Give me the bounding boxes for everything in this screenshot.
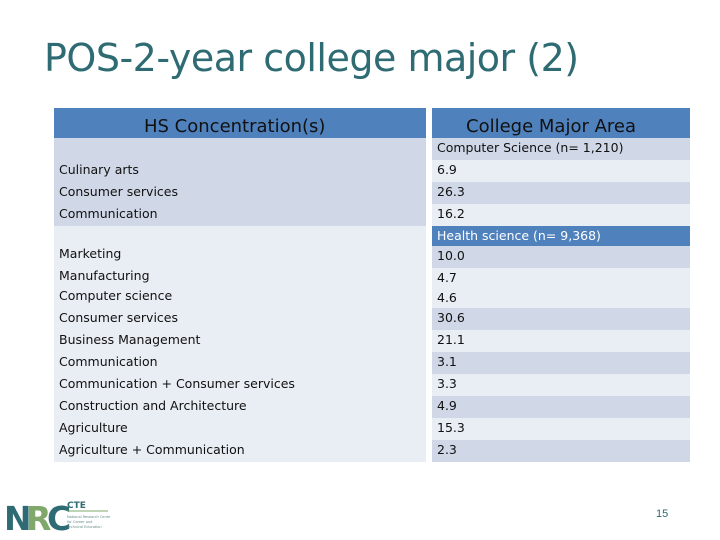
value-text: 2.3 bbox=[437, 442, 457, 457]
nrc-logo-icon: N R C CTE National Research Center for C… bbox=[4, 499, 112, 538]
table-row: Consumer services bbox=[54, 182, 426, 204]
concentration-text: Communication bbox=[59, 354, 158, 369]
table-row: Consumer services bbox=[54, 308, 426, 330]
value-text: 26.3 bbox=[437, 184, 465, 199]
concentration-text: Consumer services bbox=[59, 310, 179, 325]
svg-text:for Career and: for Career and bbox=[67, 520, 92, 524]
concentration-text: Communication + Consumer services bbox=[59, 376, 295, 391]
value-row: 4.6 bbox=[432, 288, 690, 308]
svg-text:Technical Education: Technical Education bbox=[66, 525, 102, 529]
concentration-text: Culinary arts bbox=[59, 162, 139, 177]
value-text: 3.3 bbox=[437, 376, 457, 391]
value-text: 15.3 bbox=[437, 420, 465, 435]
group-label-row: Computer Science (n= 1,210) bbox=[432, 138, 690, 160]
concentration-text: Communication bbox=[59, 206, 158, 221]
svg-text:C: C bbox=[47, 499, 70, 534]
table-row: Construction and Architecture bbox=[54, 396, 426, 418]
value-text: 4.7 bbox=[437, 270, 457, 285]
value-row: 4.9 bbox=[432, 396, 690, 418]
group-label-text: Computer Science (n= 1,210) bbox=[437, 140, 624, 155]
concentration-text: Marketing bbox=[59, 246, 122, 261]
concentration-text: Computer science bbox=[59, 288, 173, 303]
value-text: 16.2 bbox=[437, 206, 465, 221]
value-row: 30.6 bbox=[432, 308, 690, 330]
group-label-row: Health science (n= 9,368) bbox=[432, 226, 690, 246]
value-row: 15.3 bbox=[432, 418, 690, 440]
value-text: 30.6 bbox=[437, 310, 465, 325]
nrc-cte-logo: N R C CTE National Research Center for C… bbox=[4, 496, 112, 538]
concentration-text: Business Management bbox=[59, 332, 201, 347]
concentration-text: Construction and Architecture bbox=[59, 398, 247, 413]
left-blank-cell bbox=[54, 138, 426, 160]
page-number: 15 bbox=[656, 508, 669, 520]
concentration-text: Agriculture + Communication bbox=[59, 442, 245, 457]
value-row: 26.3 bbox=[432, 182, 690, 204]
table-row: Marketing bbox=[54, 244, 426, 266]
svg-text:N: N bbox=[4, 499, 30, 534]
value-row: 4.7 bbox=[432, 268, 690, 288]
value-text: 21.1 bbox=[437, 332, 465, 347]
table-row: Communication bbox=[54, 352, 426, 374]
left-header-cell: HS Concentration(s) bbox=[54, 108, 426, 138]
value-row: 21.1 bbox=[432, 330, 690, 352]
table-row: Communication + Consumer services bbox=[54, 374, 426, 396]
value-row: 3.3 bbox=[432, 374, 690, 396]
right-header-cell: College Major Area bbox=[432, 108, 690, 138]
value-text: 6.9 bbox=[437, 162, 457, 177]
group-label-text: Health science (n= 9,368) bbox=[437, 228, 601, 243]
svg-text:CTE: CTE bbox=[67, 501, 86, 511]
value-text: 10.0 bbox=[437, 248, 465, 263]
value-row: 2.3 bbox=[432, 440, 690, 462]
table-row: Agriculture bbox=[54, 418, 426, 440]
table-row: Business Management bbox=[54, 330, 426, 352]
svg-text:National Research Center: National Research Center bbox=[67, 515, 110, 519]
svg-text:R: R bbox=[26, 499, 51, 534]
table-row: Culinary arts bbox=[54, 160, 426, 182]
table-row: Agriculture + Communication bbox=[54, 440, 426, 462]
concentration-text: Consumer services bbox=[59, 184, 179, 199]
concentration-text: Manufacturing bbox=[59, 268, 150, 283]
value-row: 16.2 bbox=[432, 204, 690, 226]
concentration-text: Agriculture bbox=[59, 420, 128, 435]
value-row: 10.0 bbox=[432, 246, 690, 268]
value-text: 3.1 bbox=[437, 354, 457, 369]
table-row: Computer science bbox=[54, 286, 426, 308]
right-header-text: College Major Area bbox=[466, 116, 636, 137]
value-row: 6.9 bbox=[432, 160, 690, 182]
value-text: 4.6 bbox=[437, 290, 457, 305]
left-blank-cell bbox=[54, 226, 426, 244]
table-row: Communication bbox=[54, 204, 426, 226]
left-header-text: HS Concentration(s) bbox=[144, 116, 326, 137]
slide-title: POS-2-year college major (2) bbox=[44, 36, 579, 80]
table-row: Manufacturing bbox=[54, 266, 426, 286]
value-text: 4.9 bbox=[437, 398, 457, 413]
value-row: 3.1 bbox=[432, 352, 690, 374]
